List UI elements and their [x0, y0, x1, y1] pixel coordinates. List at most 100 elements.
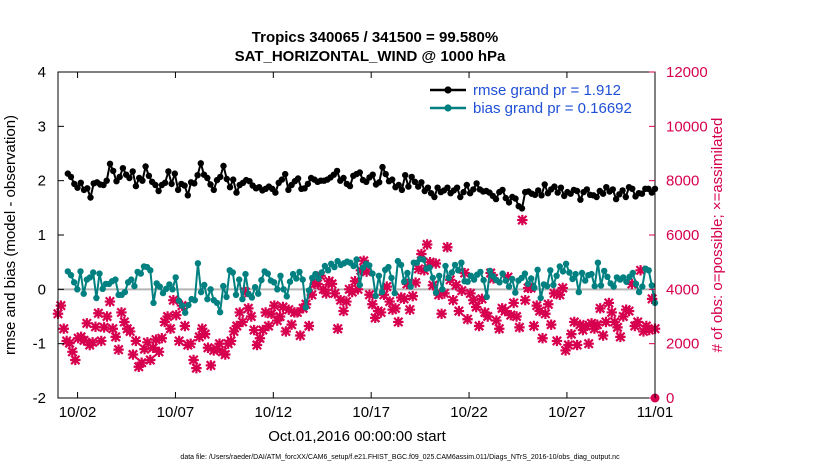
bias-point	[448, 269, 456, 276]
bias-point	[299, 276, 306, 283]
rmse-point	[444, 184, 451, 191]
obs-assimilated-marker	[113, 344, 124, 355]
bias-point	[547, 267, 554, 274]
obs-assimilated-marker	[592, 319, 603, 330]
bias-point	[201, 281, 208, 289]
bias-point	[496, 279, 503, 286]
obs-assimilated-marker	[563, 339, 574, 351]
rmse-point	[226, 184, 234, 191]
bias-point	[432, 289, 440, 296]
rmse-point	[535, 187, 542, 194]
bias-point	[455, 267, 462, 274]
y-tick-label: 1	[38, 227, 46, 244]
rmse-point	[418, 179, 425, 186]
obs-assimilated-marker	[436, 308, 447, 319]
bias-point	[458, 259, 465, 266]
bias-point	[483, 293, 490, 301]
rmse-point	[155, 187, 162, 195]
rmse-point	[191, 180, 198, 187]
rmse-point	[165, 168, 172, 175]
bias-point	[283, 293, 290, 300]
obs-assimilated-marker	[127, 349, 139, 360]
obs-assimilated-marker	[243, 303, 254, 314]
bias-point	[582, 277, 589, 284]
bias-point	[537, 294, 544, 302]
obs-assimilated-marker	[295, 330, 306, 341]
bias-point	[331, 263, 338, 271]
bias-point	[505, 283, 513, 290]
obs-assimilated-marker	[459, 267, 470, 279]
bias-point	[528, 275, 535, 282]
obs-assimilated-marker	[263, 320, 274, 332]
obs-assimilated-marker	[326, 278, 338, 290]
obs-assimilated-marker	[96, 335, 107, 347]
obs-assimilated-marker	[635, 265, 646, 276]
rmse-point	[408, 173, 415, 181]
bias-point	[169, 286, 176, 293]
obs-assimilated-marker	[237, 316, 248, 328]
obs-assimilated-marker	[257, 324, 268, 336]
obs-assimilated-marker	[321, 288, 332, 299]
bias-point	[369, 270, 376, 277]
bias-point	[391, 289, 398, 297]
obs-assimilated-marker	[277, 301, 289, 313]
y2-tick-label: 2000	[666, 336, 699, 353]
obs-assimilated-marker	[447, 295, 459, 306]
obs-assimilated-marker	[531, 300, 542, 311]
obs-assimilated-marker	[528, 320, 540, 332]
bias-point	[509, 275, 516, 283]
rmse-point	[168, 180, 175, 188]
obs-assimilated-marker	[401, 278, 413, 290]
obs-assimilated-marker	[147, 342, 159, 353]
bias-point	[207, 286, 214, 293]
rmse-point	[363, 178, 370, 185]
bias-point	[556, 263, 563, 270]
bias-point	[470, 276, 478, 283]
obs-assimilated-marker	[427, 280, 439, 291]
obs-assimilated-marker	[638, 326, 649, 337]
obs-assimilated-marker	[439, 288, 450, 299]
x-tick-label: 11/01	[637, 404, 673, 421]
y-tick-label: 2	[38, 173, 46, 190]
obs-assimilated-marker	[646, 293, 658, 305]
legend-bias-marker	[444, 104, 452, 112]
x-tick-label: 10/22	[450, 404, 488, 421]
rmse-point	[382, 170, 389, 178]
bias-point	[270, 279, 278, 286]
bias-point	[356, 281, 363, 289]
obs-assimilated-marker	[494, 323, 505, 334]
obs-assimilated-marker	[618, 311, 629, 322]
rmse-point	[304, 180, 312, 188]
bias-point	[401, 278, 408, 285]
y-tick-label: 0	[38, 281, 46, 298]
y-axis-ticks: -2 -1 0 1 2 3 4	[33, 64, 64, 407]
bias-point	[353, 256, 360, 263]
obs-assimilated-marker	[421, 239, 433, 250]
x-tick-label: 10/12	[255, 404, 293, 421]
bias-point	[366, 262, 373, 269]
rmse-point	[77, 179, 85, 186]
obs-assimilated-marker	[430, 258, 442, 269]
obs-assimilated-marker	[162, 311, 173, 322]
y2-tick-label: 0	[666, 390, 674, 407]
bias-point	[90, 269, 97, 276]
bias-point	[204, 295, 211, 303]
bias-point	[439, 286, 446, 293]
rmse-point	[473, 180, 480, 187]
bias-point	[324, 267, 332, 274]
obs-assimilated-marker	[517, 214, 528, 226]
bias-point	[404, 269, 411, 277]
obs-assimilated-marker	[644, 324, 655, 336]
obs-assimilated-marker	[142, 337, 153, 348]
bias-point	[128, 276, 135, 283]
obs-assimilated-marker	[370, 312, 381, 324]
obs-assimilated-marker	[156, 333, 168, 344]
rmse-point	[470, 186, 477, 193]
bias-point	[578, 269, 586, 277]
obs-assimilated-marker	[465, 288, 476, 299]
rmse-point	[230, 176, 237, 183]
bias-point	[534, 266, 541, 273]
obs-assimilated-marker	[165, 323, 176, 334]
y-tick-label: -1	[33, 336, 46, 353]
